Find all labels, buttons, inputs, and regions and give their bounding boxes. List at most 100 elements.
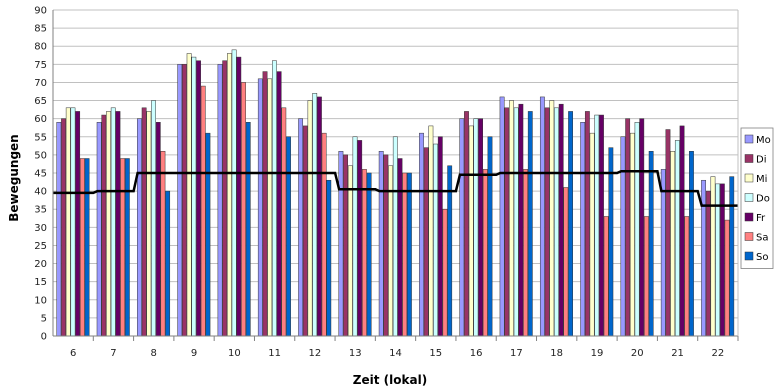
legend-label-Fr: Fr [756,213,766,224]
x-tick-label: 18 [550,348,563,359]
bar-Di-13 [343,154,349,337]
bar-Di-20 [625,118,631,337]
bar-Do-17 [513,107,519,337]
bar-So-8 [165,190,171,337]
bar-Do-20 [634,122,640,337]
x-axis-title: Zeit (lokal) [353,373,427,387]
bar-Sa-12 [321,132,327,337]
bar-Fr-15 [437,136,443,337]
bar-Mi-10 [227,53,232,337]
bars [56,49,735,337]
legend: Mo Di Mi Do Fr Sa So [740,127,774,269]
bar-So-14 [407,172,412,337]
bar-Do-12 [312,93,318,337]
x-tick-label: 19 [591,348,604,359]
bar-So-7 [124,158,130,337]
bar-Do-11 [272,60,277,337]
x-tick-label: 7 [110,348,116,359]
x-tick-label: 21 [671,348,684,359]
y-tick-label: 35 [34,205,47,216]
legend-label-Mo: Mo [756,135,771,146]
x-tick-label: 12 [309,348,322,359]
bar-So-19 [608,147,614,337]
x-tick-label: 6 [70,348,76,359]
legend-swatch-Do [744,193,754,202]
bar-Di-17 [504,107,510,337]
y-axis-title: Bewegungen [7,134,21,221]
bar-Sa-16 [482,169,488,337]
axes [52,10,739,337]
bar-So-17 [527,111,533,337]
bar-Sa-6 [79,158,85,337]
bar-Mi-22 [710,176,716,337]
bar-Do-9 [191,56,197,337]
legend-swatch-So [744,251,754,261]
bar-Mo-7 [96,122,102,337]
bar-Fr-11 [276,71,282,337]
x-tick-label: 17 [510,348,523,359]
legend-label-Sa: Sa [756,233,768,244]
bar-Mo-14 [378,151,384,337]
legend-swatch-Fr [744,212,754,222]
bar-Mi-15 [428,125,434,337]
bar-Fr-17 [518,103,524,337]
bar-Do-21 [674,140,680,337]
bar-Mi-12 [307,100,313,337]
bar-Fr-20 [639,118,645,337]
bar-Mo-9 [177,64,183,337]
bar-Mo-19 [580,122,586,337]
bar-Mi-20 [629,132,635,337]
bar-Sa-21 [684,216,690,337]
legend-label-Di: Di [756,155,766,166]
average-step-line [53,169,738,207]
y-tick-label: 70 [34,78,47,89]
bar-Mi-7 [106,111,111,337]
y-tick-label: 10 [34,295,47,306]
bar-Di-11 [262,71,268,337]
bar-So-18 [568,111,573,337]
bar-Mi-19 [589,132,595,337]
bar-Fr-7 [115,111,121,337]
bar-Sa-7 [120,158,126,337]
y-tick-label: 15 [34,277,47,288]
bar-Mo-13 [338,151,344,337]
bar-Di-14 [383,154,389,337]
x-tick-label: 13 [349,348,362,359]
x-tick-label: 22 [711,348,724,359]
bar-So-22 [729,176,735,337]
bar-Sa-14 [402,172,408,337]
y-tick-label: 50 [34,150,47,161]
bar-Do-6 [70,107,76,337]
x-tick-label: 14 [389,348,402,359]
bar-Do-10 [231,49,237,337]
bar-Mo-17 [499,96,505,337]
bar-So-12 [326,179,332,337]
bar-Fr-14 [397,158,403,337]
legend-swatch-Mo [744,134,754,144]
x-tick-label: 16 [470,348,483,359]
bar-Mo-15 [419,132,424,337]
bar-Sa-19 [603,216,609,337]
bar-Do-13 [352,136,358,337]
bar-Mi-18 [549,100,555,337]
bar-Sa-15 [442,208,448,337]
bar-Do-8 [151,100,156,337]
bar-Di-18 [544,107,550,337]
y-tick-label: 85 [34,24,47,35]
bar-Sa-13 [362,169,367,337]
legend-label-So: So [756,252,768,263]
bar-Mi-16 [468,125,474,337]
bar-Sa-18 [563,187,569,337]
bar-Di-10 [222,60,228,337]
bar-Di-16 [464,111,469,337]
bar-Mo-18 [539,96,545,337]
legend-label-Mi: Mi [756,174,767,185]
bar-Di-9 [182,64,187,337]
average-line [53,169,738,207]
bar-So-13 [366,172,372,337]
tick-labels: 0 5 10 15 20 25 30 35 40 45 50 55 60 65 70 75 80 85 90 6 7 8 9… [34,6,739,359]
bar-Mo-6 [56,122,62,337]
bar-So-10 [245,122,251,337]
bar-Di-15 [423,147,429,337]
y-tick-label: 65 [34,96,47,107]
